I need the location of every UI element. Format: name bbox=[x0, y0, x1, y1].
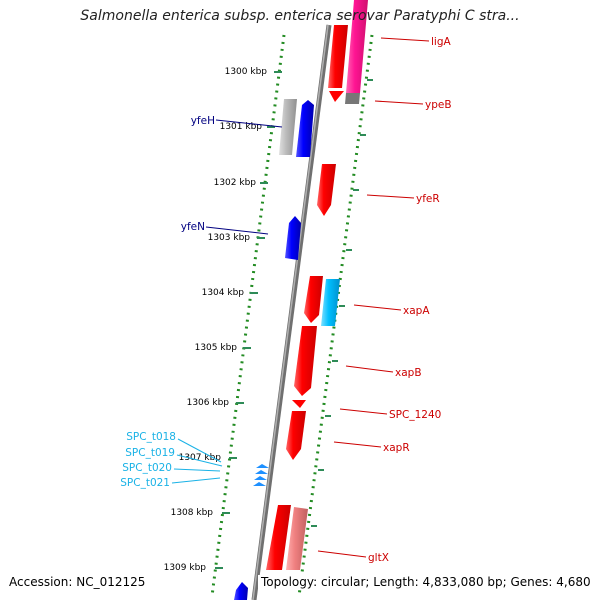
genome-backbone bbox=[251, 24, 332, 600]
gene-gltX-red[interactable] bbox=[266, 505, 291, 570]
scale-label-1302: 1302 kbp bbox=[214, 178, 257, 188]
scale-label-1300: 1300 kbp bbox=[225, 67, 268, 77]
label-SPC_t021[interactable]: SPC_t021 bbox=[120, 477, 170, 489]
scale-ticks bbox=[215, 71, 282, 569]
label-ypeB[interactable]: ypeB bbox=[425, 99, 452, 111]
scale-ticks-right bbox=[311, 79, 373, 527]
gene-arrow-top[interactable] bbox=[329, 91, 344, 102]
trna-SPC_t021[interactable] bbox=[253, 482, 266, 486]
label-yfeH[interactable]: yfeH bbox=[191, 115, 215, 127]
gene-labels: ligA ypeB yfeH yfeR yfeN xapA xapB SPC_1… bbox=[120, 36, 451, 564]
label-SPC_t020[interactable]: SPC_t020 bbox=[122, 462, 172, 474]
gene-yfeN[interactable] bbox=[285, 216, 301, 260]
scale-label-1308: 1308 kbp bbox=[171, 508, 214, 518]
label-xapA[interactable]: xapA bbox=[403, 305, 430, 317]
scale-label-1305: 1305 kbp bbox=[195, 343, 238, 353]
gene-gray-yfeH-left[interactable] bbox=[279, 99, 297, 155]
scale-label-1306: 1306 kbp bbox=[187, 398, 230, 408]
gene-yfeH[interactable] bbox=[296, 100, 314, 157]
label-yfeN[interactable]: yfeN bbox=[181, 221, 205, 233]
gc-skew-left-track bbox=[210, 34, 286, 597]
gene-xapA[interactable] bbox=[304, 276, 323, 323]
gene-yfeR[interactable] bbox=[317, 164, 336, 216]
label-SPC_t019[interactable]: SPC_t019 bbox=[125, 447, 175, 459]
gene-xapA-cyan[interactable] bbox=[321, 279, 340, 326]
label-gltX[interactable]: gltX bbox=[368, 552, 389, 564]
label-SPC_t018[interactable]: SPC_t018 bbox=[126, 431, 176, 443]
label-leaders bbox=[171, 37, 430, 558]
gene-ligA-region[interactable] bbox=[328, 25, 348, 88]
scale-label-1307: 1307 kbp bbox=[179, 453, 222, 463]
trna-markers bbox=[253, 464, 269, 486]
gene-gltX[interactable] bbox=[286, 507, 308, 570]
scale-labels: 1300 kbp 1301 kbp 1302 kbp 1303 kbp 1304… bbox=[164, 67, 268, 573]
label-SPC_1240[interactable]: SPC_1240 bbox=[389, 409, 441, 421]
trna-SPC_t018[interactable] bbox=[256, 464, 269, 468]
scale-label-1304: 1304 kbp bbox=[202, 288, 245, 298]
label-xapB[interactable]: xapB bbox=[395, 367, 422, 379]
genome-backbone-highlight bbox=[252, 24, 329, 600]
scale-label-1303: 1303 kbp bbox=[208, 233, 251, 243]
scale-label-1309: 1309 kbp bbox=[164, 563, 207, 573]
genome-summary: Topology: circular; Length: 4,833,080 bp… bbox=[258, 575, 591, 589]
gene-blue-bottom[interactable] bbox=[234, 582, 248, 600]
label-xapR[interactable]: xapR bbox=[383, 442, 410, 454]
gene-ypeB-cap[interactable] bbox=[345, 93, 360, 104]
gene-ypeB-region[interactable] bbox=[346, 0, 368, 93]
trna-SPC_t020[interactable] bbox=[254, 476, 267, 480]
map-title: Salmonella enterica subsp. enterica sero… bbox=[80, 8, 520, 24]
gene-SPC_1240[interactable] bbox=[292, 400, 306, 408]
genes bbox=[234, 0, 368, 600]
gene-xapB[interactable] bbox=[294, 326, 317, 396]
gene-xapR[interactable] bbox=[286, 411, 306, 460]
label-ligA[interactable]: ligA bbox=[431, 36, 451, 48]
trna-SPC_t019[interactable] bbox=[255, 470, 268, 474]
label-yfeR[interactable]: yfeR bbox=[416, 193, 440, 205]
scale-label-1301: 1301 kbp bbox=[220, 122, 263, 132]
accession-label: Accession: NC_012125 bbox=[9, 575, 146, 589]
